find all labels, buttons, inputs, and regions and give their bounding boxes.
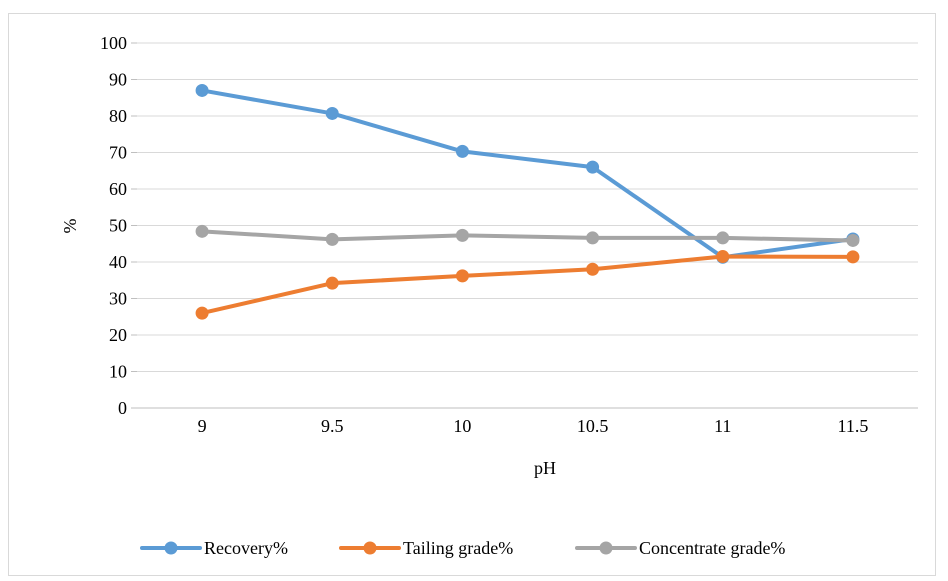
point-tailing-grade-0 <box>195 306 209 320</box>
y-tick-label-50: 50 <box>109 216 127 236</box>
chart-area <box>8 13 936 576</box>
legend-marker-concentrate-grade <box>599 541 613 555</box>
y-tick-label-90: 90 <box>109 70 127 90</box>
point-tailing-grade-2 <box>455 269 469 283</box>
y-tick-label-60: 60 <box>109 179 127 199</box>
legend-item-recovery: Recovery% <box>140 538 288 558</box>
point-tailing-grade-3 <box>586 262 600 276</box>
point-concentrate-grade-2 <box>455 228 469 242</box>
legend-item-tailing-grade: Tailing grade% <box>339 538 513 558</box>
point-concentrate-grade-3 <box>586 231 600 245</box>
point-recovery-2 <box>455 144 469 158</box>
y-tick-label-80: 80 <box>109 106 127 126</box>
point-tailing-grade-4 <box>716 250 730 264</box>
y-tick-label-30: 30 <box>109 289 127 309</box>
series-line-recovery <box>200 88 855 260</box>
x-tick-label-11.5: 11.5 <box>837 416 868 436</box>
x-axis-title: pH <box>534 458 556 478</box>
legend-label-recovery: Recovery% <box>204 538 288 558</box>
point-recovery-1 <box>325 106 339 120</box>
x-tick-label-10.5: 10.5 <box>577 416 609 436</box>
legend: Recovery% Tailing grade% Concentrate grade… <box>140 538 785 558</box>
point-concentrate-grade-5 <box>846 233 860 247</box>
y-tick-label-20: 20 <box>109 325 127 345</box>
legend-label-concentrate-grade: Concentrate grade% <box>639 538 785 558</box>
x-tick-label-11: 11 <box>714 416 731 436</box>
y-tick-label-10: 10 <box>109 362 127 382</box>
legend-label-tailing-grade: Tailing grade% <box>403 538 513 558</box>
x-tick-label-9: 9 <box>198 416 207 436</box>
x-tick-label-10: 10 <box>453 416 471 436</box>
y-tick-label-70: 70 <box>109 143 127 163</box>
y-tick-label-100: 100 <box>100 33 127 53</box>
point-tailing-grade-5 <box>846 250 860 264</box>
y-axis-title: % <box>60 219 80 234</box>
point-tailing-grade-1 <box>325 276 339 290</box>
point-concentrate-grade-1 <box>325 232 339 246</box>
series-line-concentrate-grade <box>200 229 855 243</box>
series-line-tailing-grade <box>200 254 855 316</box>
axes <box>131 42 918 409</box>
point-recovery-3 <box>586 160 600 174</box>
point-recovery-0 <box>195 83 209 97</box>
y-tick-label-0: 0 <box>118 398 127 418</box>
tick-labels: 0 10 20 30 40 50 60 70 80 90 100 9 9.5 10 10.5 11 11.5 <box>100 33 868 436</box>
legend-item-concentrate-grade: Concentrate grade% <box>575 538 785 558</box>
point-concentrate-grade-0 <box>195 224 209 238</box>
legend-marker-recovery <box>164 541 178 555</box>
point-concentrate-grade-4 <box>716 231 730 245</box>
x-tick-label-9.5: 9.5 <box>321 416 344 436</box>
gridlines <box>137 42 918 372</box>
y-tick-label-40: 40 <box>109 252 127 272</box>
series-lines <box>195 83 860 320</box>
legend-marker-tailing-grade <box>363 541 377 555</box>
